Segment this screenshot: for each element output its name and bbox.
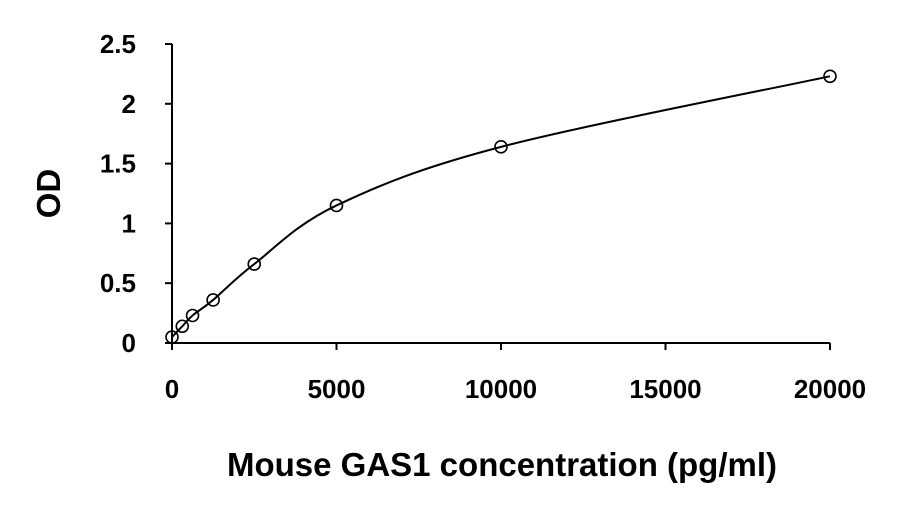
data-point	[329, 198, 344, 213]
x-tick-label: 0	[165, 374, 179, 404]
x-tick-label: 15000	[629, 374, 701, 404]
fit-curve	[171, 75, 831, 338]
y-tick-label: 0.5	[100, 268, 136, 298]
y-tick-label: 2	[122, 89, 136, 119]
data-point	[247, 257, 262, 271]
x-axis-ticks: 0 5000 10000 15000 20000	[165, 343, 866, 404]
data-points	[165, 69, 837, 344]
data-point	[206, 293, 220, 307]
y-tick-label: 2.5	[100, 29, 136, 59]
data-point	[165, 330, 179, 344]
x-tick-label: 10000	[465, 374, 537, 404]
y-tick-label: 1	[122, 208, 136, 238]
data-point	[185, 308, 200, 323]
y-axis-ticks: 0 0.5 1 1.5 2 2.5	[100, 29, 172, 358]
fit-curve-layer	[171, 75, 831, 338]
data-point	[823, 69, 837, 84]
y-tick-label: 1.5	[100, 149, 136, 179]
y-tick-label: 0	[122, 328, 136, 358]
axes	[171, 44, 830, 344]
x-tick-label: 5000	[308, 374, 366, 404]
data-point	[494, 140, 508, 154]
x-axis-title: Mouse GAS1 concentration (pg/ml)	[227, 446, 777, 483]
data-point	[175, 319, 190, 334]
y-axis-title: OD	[30, 169, 67, 219]
x-tick-label: 20000	[794, 374, 866, 404]
